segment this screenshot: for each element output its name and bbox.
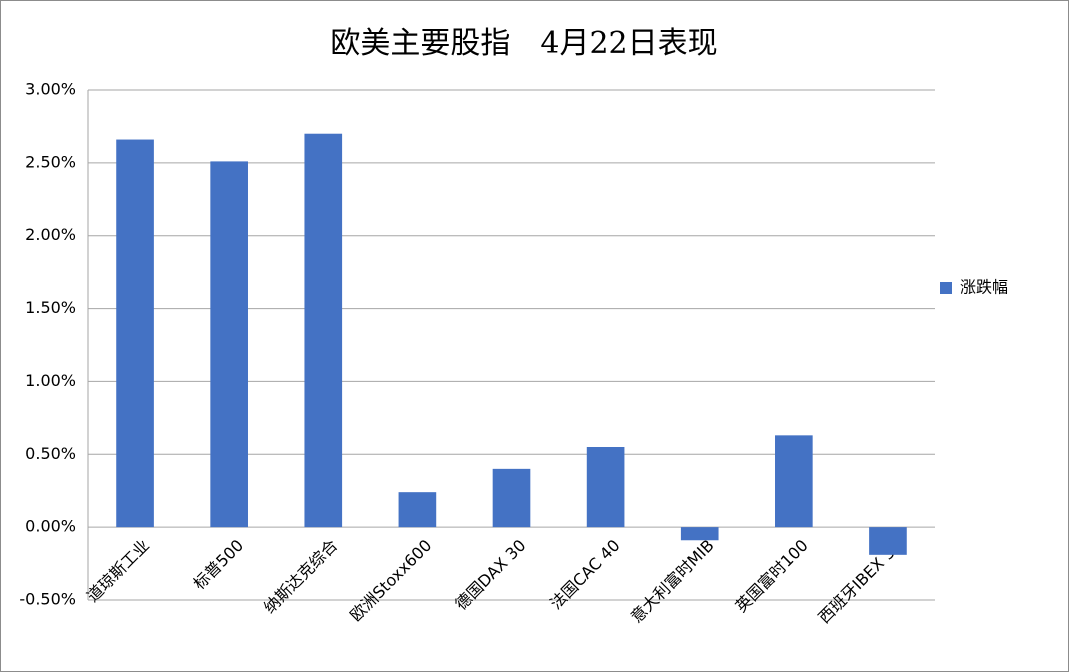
bar xyxy=(398,492,437,528)
y-tick-label: 2.00% xyxy=(25,225,76,244)
bar xyxy=(586,447,625,528)
y-tick-label: 0.50% xyxy=(25,444,76,463)
y-tick-label: 1.50% xyxy=(25,298,76,317)
y-tick-label: 3.00% xyxy=(25,80,76,99)
y-tick-label: 1.00% xyxy=(25,371,76,390)
y-tick-label: 2.50% xyxy=(25,152,76,171)
legend-swatch xyxy=(940,282,952,294)
y-tick-label: 0.00% xyxy=(25,517,76,536)
bar xyxy=(492,468,531,528)
bar xyxy=(775,435,813,528)
y-tick-label: -0.50% xyxy=(19,590,76,609)
legend-label: 涨跌幅 xyxy=(960,278,1008,297)
chart-title: 欧美主要股指 4月22日表现 xyxy=(330,26,717,61)
bar xyxy=(210,161,248,528)
bar xyxy=(680,527,719,541)
bar xyxy=(869,527,907,555)
bar xyxy=(304,133,343,528)
bar xyxy=(116,139,154,528)
